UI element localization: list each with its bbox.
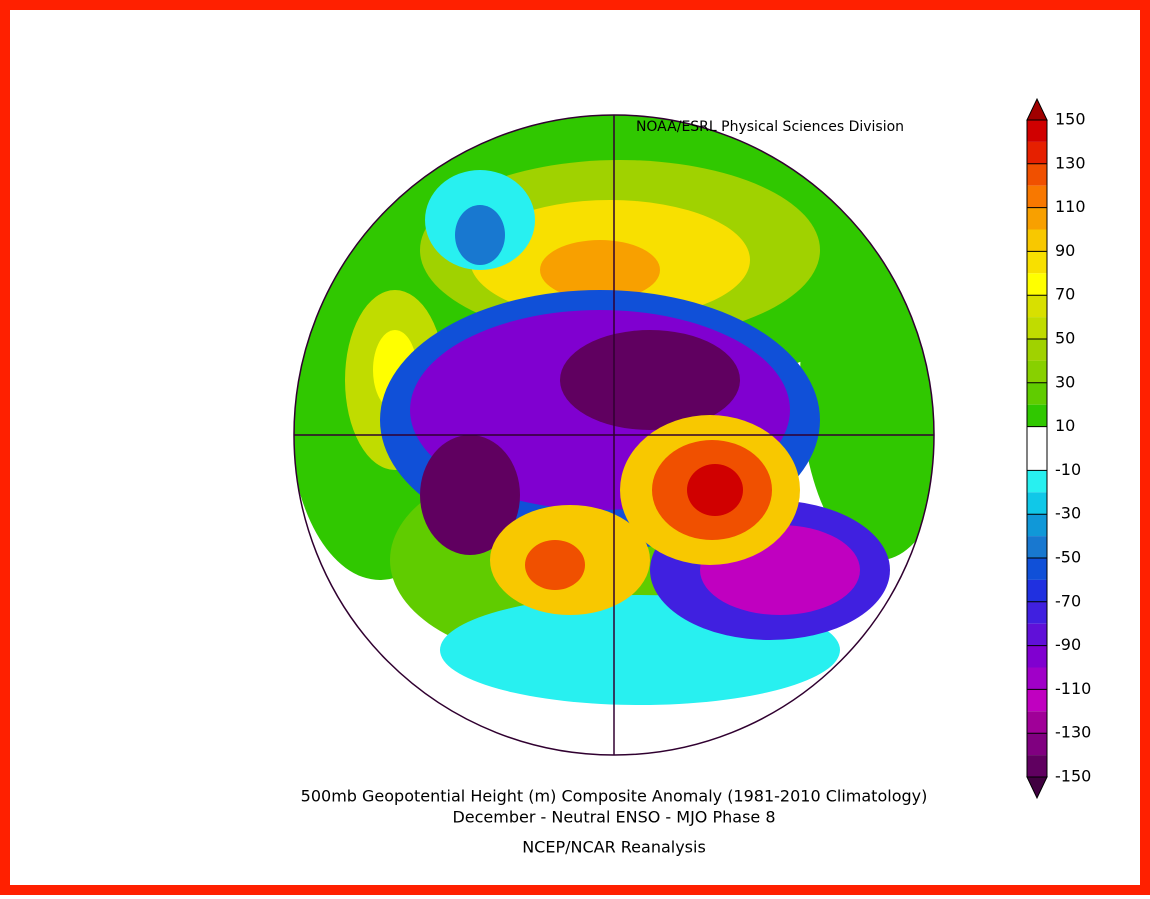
colorbar-segment xyxy=(1027,558,1047,580)
colorbar-segment xyxy=(1027,360,1047,383)
colorbar-segment xyxy=(1027,141,1047,164)
globe-outline xyxy=(293,114,935,756)
colorbar-tick-label: -130 xyxy=(1055,723,1091,742)
title-line: December - Neutral ENSO - MJO Phase 8 xyxy=(452,808,775,827)
colorbar-segment xyxy=(1027,185,1047,208)
colorbar-tick-label: 90 xyxy=(1055,241,1075,260)
colorbar-tick-label: 70 xyxy=(1055,285,1075,304)
colorbar-tick-label: 130 xyxy=(1055,153,1086,172)
colorbar-segment xyxy=(1027,623,1047,646)
credit: NOAA/ESRL Physical Sciences Division xyxy=(636,119,904,135)
colorbar-tick-label: -10 xyxy=(1055,460,1081,479)
colorbar-tick-label: 50 xyxy=(1055,329,1075,348)
colorbar-segment xyxy=(1027,251,1047,274)
colorbar-segment xyxy=(1027,295,1047,318)
colorbar-segment xyxy=(1027,536,1047,558)
anomaly-field xyxy=(294,115,934,755)
colorbar-segment xyxy=(1027,689,1047,712)
colorbar-segment xyxy=(1027,163,1047,186)
colorbar-tick-label: -150 xyxy=(1055,767,1091,786)
colorbar-segment xyxy=(1027,755,1047,777)
colorbar-segment xyxy=(1027,667,1047,690)
colorbar-segment xyxy=(1027,514,1047,537)
colorbar-tick-label: 150 xyxy=(1055,110,1086,129)
colorbar-tick-label: -110 xyxy=(1055,679,1091,698)
colorbar-segment xyxy=(1027,382,1047,405)
colorbar-tick-label: -70 xyxy=(1055,591,1081,610)
colorbar-tick-label: -50 xyxy=(1055,548,1081,567)
colorbar-segment xyxy=(1027,579,1047,602)
colorbar-tick-label: 110 xyxy=(1055,197,1086,216)
colorbar-segment xyxy=(1027,317,1047,339)
colorbar-tick-label: -30 xyxy=(1055,504,1081,523)
colorbar-segment xyxy=(1027,273,1047,296)
colorbar-segment xyxy=(1027,601,1047,624)
colorbar-segment xyxy=(1027,207,1047,230)
colorbar-segment xyxy=(1027,404,1047,427)
colorbar-segment xyxy=(1027,492,1047,515)
source: NCEP/NCAR Reanalysis xyxy=(522,838,706,857)
colorbar-segment xyxy=(1027,733,1047,756)
colorbar-segment xyxy=(1027,339,1047,361)
colorbar-tick-label: -90 xyxy=(1055,635,1081,654)
title-line: 500mb Geopotential Height (m) Composite … xyxy=(301,787,928,806)
colorbar: 150 130 110 90 70 50 30 10 -10 -30 -50 -70 -90 -110 -1… xyxy=(1026,97,1091,800)
colorbar-segment xyxy=(1027,120,1047,142)
colorbar-segment xyxy=(1027,711,1047,734)
colorbar-segment xyxy=(1027,229,1047,252)
colorbar-segment xyxy=(1027,645,1047,668)
colorbar-segment xyxy=(1027,426,1047,471)
colorbar-segment xyxy=(1027,470,1047,493)
colorbar-tick-label: 10 xyxy=(1055,416,1075,435)
colorbar-tick-label: 30 xyxy=(1055,372,1075,391)
